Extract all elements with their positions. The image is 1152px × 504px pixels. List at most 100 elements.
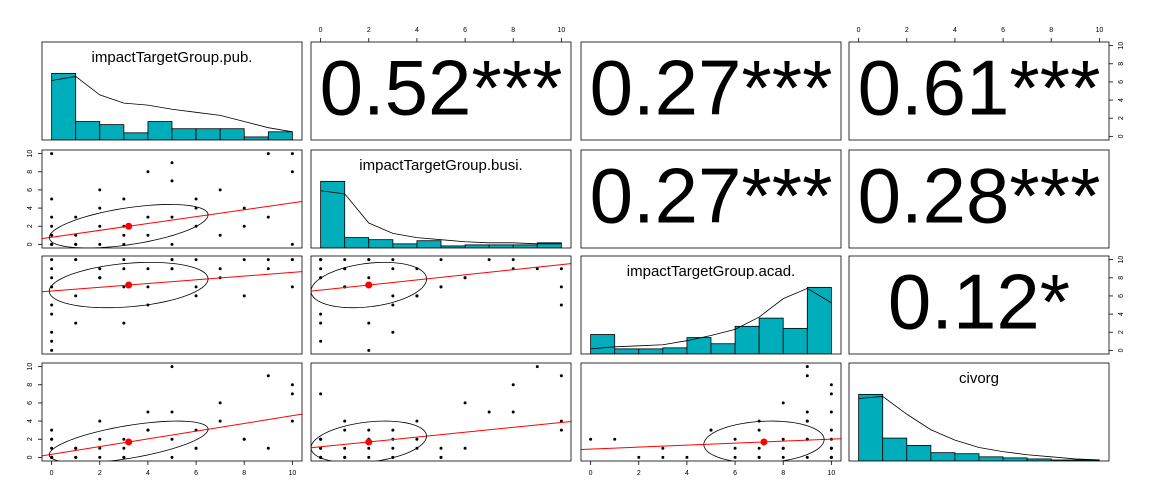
scatter-point — [319, 446, 323, 450]
panel-plot — [581, 365, 841, 461]
scatter-point — [170, 179, 174, 183]
variable-label: impactTargetGroup.busi. — [359, 157, 522, 174]
scatter-point — [511, 383, 515, 387]
scatter-point — [146, 267, 150, 271]
x-tick-label: 4 — [685, 470, 689, 477]
scatter-point — [487, 258, 491, 262]
scatter-point — [781, 446, 785, 450]
scatter-point — [50, 339, 54, 343]
x-tick-label: 6 — [1001, 27, 1005, 34]
scatter-point — [829, 383, 833, 387]
panel-plot — [320, 180, 562, 248]
scatter-point — [391, 303, 395, 307]
scatter-point — [122, 267, 126, 271]
panel — [310, 255, 572, 355]
scatter-point — [74, 446, 78, 450]
x-tick-label: 10 — [1095, 27, 1103, 34]
panel-frame — [310, 41, 572, 141]
scatter-point — [266, 215, 270, 219]
scatter-point — [391, 267, 395, 271]
hist-bar — [51, 72, 77, 140]
scatter-point — [781, 437, 785, 441]
mean-point — [125, 222, 133, 230]
scatter-point — [343, 455, 347, 459]
scatter-point — [170, 455, 174, 459]
scatter-point — [319, 267, 323, 271]
density-curve — [320, 190, 562, 245]
correlation-ellipse — [311, 420, 427, 461]
scatter-point — [50, 312, 54, 316]
scatter-point — [613, 437, 617, 441]
scatter-point — [319, 392, 323, 396]
scatter-point — [50, 446, 54, 450]
fit-line — [311, 263, 571, 292]
scatter-point — [367, 348, 371, 352]
panel-plot — [42, 258, 302, 352]
y-tick-label: 8 — [27, 383, 34, 387]
scatter-point — [170, 410, 174, 414]
y-tick-label: 10 — [1118, 256, 1125, 264]
scatter-point — [146, 428, 150, 432]
scatter-point — [122, 446, 126, 450]
panel-frame — [580, 255, 842, 355]
scatter-point — [463, 446, 467, 450]
scatter-point — [146, 170, 150, 174]
variable-label: impactTargetGroup.pub. — [92, 49, 253, 66]
y-tick-label: 10 — [27, 363, 34, 371]
x-tick-label: 4 — [953, 27, 957, 34]
scatter-point — [50, 197, 54, 201]
density-curve — [858, 396, 1100, 461]
scatter-point — [415, 419, 419, 423]
y-tick-label: 10 — [27, 150, 34, 158]
scatter-point — [146, 233, 150, 237]
hist-bar — [906, 444, 932, 461]
scatter-point — [637, 455, 641, 459]
hist-bar — [614, 348, 640, 354]
scatter-point — [733, 446, 737, 450]
scatter-point — [829, 410, 833, 414]
hist-bar — [858, 393, 884, 461]
scatter-point — [511, 410, 515, 414]
scatter-point — [218, 401, 222, 405]
x-tick-label: 2 — [98, 470, 102, 477]
correlation-ellipse — [48, 261, 209, 309]
scatter-point — [50, 330, 54, 334]
scatter-point — [805, 410, 809, 414]
scatter-point — [319, 321, 323, 325]
y-tick-label: 8 — [27, 170, 34, 174]
scatter-point — [415, 437, 419, 441]
scatter-point — [242, 258, 246, 262]
mean-point — [365, 438, 373, 446]
scatter-point — [194, 258, 198, 262]
scatter-point — [319, 339, 323, 343]
scatter-point — [367, 321, 371, 325]
fit-line — [581, 438, 841, 451]
scatter-point — [122, 455, 126, 459]
panel — [41, 362, 303, 462]
scatter-point — [170, 215, 174, 219]
y-tick-label: 6 — [27, 401, 34, 405]
panel-plot — [42, 365, 302, 461]
hist-bar — [123, 132, 149, 140]
scatter-point — [319, 258, 323, 262]
correlation-ellipse — [703, 420, 825, 461]
x-tick-label: 0 — [589, 470, 593, 477]
scatter-point — [439, 285, 443, 289]
x-tick-label: 2 — [367, 27, 371, 34]
y-tick-label: 0 — [1118, 348, 1125, 352]
x-tick-label: 8 — [242, 470, 246, 477]
panel-frame — [848, 255, 1110, 355]
scatter-point — [170, 258, 174, 262]
y-tick-label: 10 — [1118, 42, 1125, 50]
scatter-point — [463, 401, 467, 405]
variable-label: civorg — [959, 370, 999, 387]
scatter-point — [98, 276, 102, 280]
scatter-point — [391, 294, 395, 298]
scatter-point — [50, 348, 54, 352]
scatter-point — [74, 242, 78, 246]
panel-frame — [41, 255, 303, 355]
panel: 0.12* — [848, 255, 1110, 355]
y-tick-label: 0 — [27, 242, 34, 246]
scatter-point — [290, 170, 294, 174]
scatter-point — [266, 152, 270, 156]
